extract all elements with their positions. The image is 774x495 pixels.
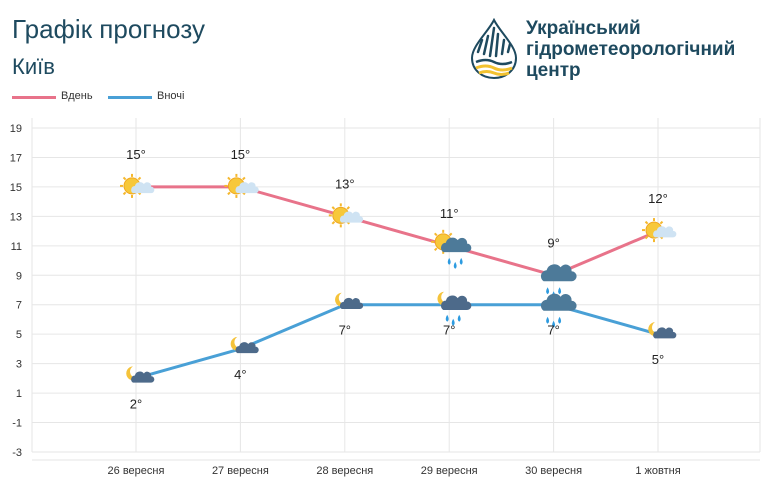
x-tick-label: 30 вересня	[525, 465, 582, 477]
x-tick-label: 29 вересня	[421, 465, 478, 477]
x-tick-label: 26 вересня	[108, 465, 165, 477]
logo-text: Український гідрометеорологічний центр	[526, 18, 735, 81]
y-tick-label: 7	[16, 300, 22, 312]
sun-rain-cloud-icon	[431, 229, 472, 269]
data-label: 7°	[547, 323, 559, 338]
data-label: 5°	[652, 352, 664, 367]
x-tick-label: 28 вересня	[316, 465, 373, 477]
rain-cloud-icon	[540, 293, 577, 328]
x-tick-label: 27 вересня	[212, 465, 269, 477]
ugmc-logo: Український гідрометеорологічний центр	[466, 17, 766, 81]
logo-line-1: Український	[526, 18, 641, 39]
moon-rain-cloud-icon	[437, 291, 472, 326]
data-label: 4°	[234, 367, 246, 382]
y-tick-label: 11	[11, 241, 22, 253]
sun-cloud-icon	[224, 173, 259, 198]
legend-day-swatch	[12, 96, 56, 99]
data-label: 12°	[648, 191, 668, 206]
data-label: 11°	[440, 206, 459, 221]
y-tick-label: 1	[16, 388, 22, 400]
chart-title: Графік прогнозу	[12, 14, 205, 44]
rain-cloud-icon	[540, 264, 577, 299]
moon-cloud-icon	[648, 322, 677, 339]
sun-cloud-icon	[328, 203, 364, 228]
y-tick-label: 9	[16, 270, 22, 282]
series-line-night	[135, 303, 659, 380]
data-label: 15°	[126, 147, 146, 162]
legend-night-swatch	[108, 96, 152, 99]
y-tick-label: 5	[16, 329, 22, 341]
y-tick-label: -3	[12, 447, 22, 459]
y-tick-label: 15	[10, 182, 22, 194]
legend-day-label: Вдень	[61, 90, 93, 102]
y-tick-label: 13	[10, 211, 22, 223]
y-tick-label: -1	[12, 418, 22, 430]
y-tick-label: 17	[10, 152, 22, 164]
data-label: 13°	[335, 176, 355, 191]
city-name: Київ	[12, 54, 55, 79]
sun-cloud-icon	[120, 173, 155, 198]
logo-line-3: центр	[526, 60, 581, 81]
y-tick-label: 3	[16, 359, 22, 371]
data-label: 7°	[339, 323, 351, 338]
water-drop-logo-icon	[470, 17, 518, 80]
data-label: 15°	[231, 147, 251, 162]
y-tick-label: 19	[10, 123, 22, 135]
x-tick-label: 1 жовтня	[635, 465, 680, 477]
series-line-day	[136, 185, 659, 277]
moon-cloud-icon	[230, 336, 259, 354]
data-label: 9°	[547, 235, 559, 250]
logo-line-2: гідрометеорологічний	[526, 39, 736, 60]
moon-cloud-icon	[335, 292, 364, 309]
moon-cloud-icon	[126, 366, 155, 383]
legend-night-label: Вночі	[157, 90, 185, 102]
data-label: 7°	[443, 323, 455, 338]
sun-cloud-icon	[642, 218, 677, 243]
data-label: 2°	[130, 396, 142, 411]
